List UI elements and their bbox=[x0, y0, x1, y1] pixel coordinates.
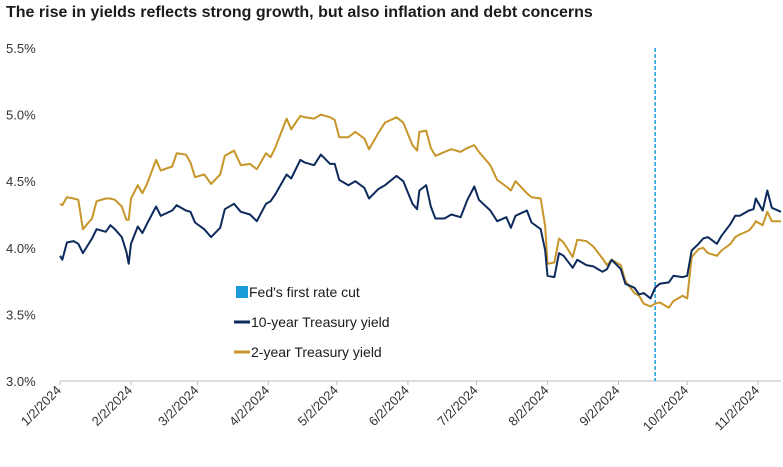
x-tick-label: 11/2/2024 bbox=[711, 383, 762, 434]
y-tick-label: 5.5% bbox=[6, 41, 36, 56]
y-axis-tick-labels: 5.5% 5.0% 4.5% 4.0% 3.5% 3.0% bbox=[6, 41, 36, 389]
y-tick-label: 5.0% bbox=[6, 108, 36, 123]
x-tick-label: 10/2/2024 bbox=[640, 383, 692, 435]
series-line bbox=[59, 153, 782, 300]
y-tick-label: 4.5% bbox=[6, 174, 36, 189]
x-tick-label: 8/2/2024 bbox=[505, 383, 551, 429]
legend-label: Fed's first rate cut bbox=[249, 284, 360, 300]
x-tick-label: 6/2/2024 bbox=[366, 383, 412, 429]
series-line bbox=[59, 113, 781, 309]
x-tick-label: 2/2/2024 bbox=[89, 383, 135, 429]
y-tick-label: 3.5% bbox=[6, 307, 36, 322]
x-tick-label: 7/2/2024 bbox=[434, 383, 480, 429]
x-tick-label: 1/2/2024 bbox=[18, 383, 64, 429]
y-tick-label: 4.0% bbox=[6, 241, 36, 256]
series-lines bbox=[59, 113, 782, 309]
x-tick-label: 4/2/2024 bbox=[226, 383, 272, 429]
x-tick-label: 3/2/2024 bbox=[155, 383, 201, 429]
x-tick-label: 5/2/2024 bbox=[295, 383, 341, 429]
legend-swatch bbox=[236, 286, 248, 298]
chart-title: The rise in yields reflects strong growt… bbox=[6, 4, 593, 21]
x-axis-tick-labels: 1/2/2024 2/2/2024 3/2/2024 4/2/2024 5/2/2024… bbox=[18, 381, 762, 435]
legend-label: 10-year Treasury yield bbox=[251, 314, 390, 330]
legend-label: 2-year Treasury yield bbox=[251, 344, 382, 360]
legend: Fed's first rate cut 10-year Treasury yie… bbox=[234, 284, 390, 360]
y-tick-label: 3.0% bbox=[6, 374, 36, 389]
x-tick-label: 9/2/2024 bbox=[576, 383, 622, 429]
